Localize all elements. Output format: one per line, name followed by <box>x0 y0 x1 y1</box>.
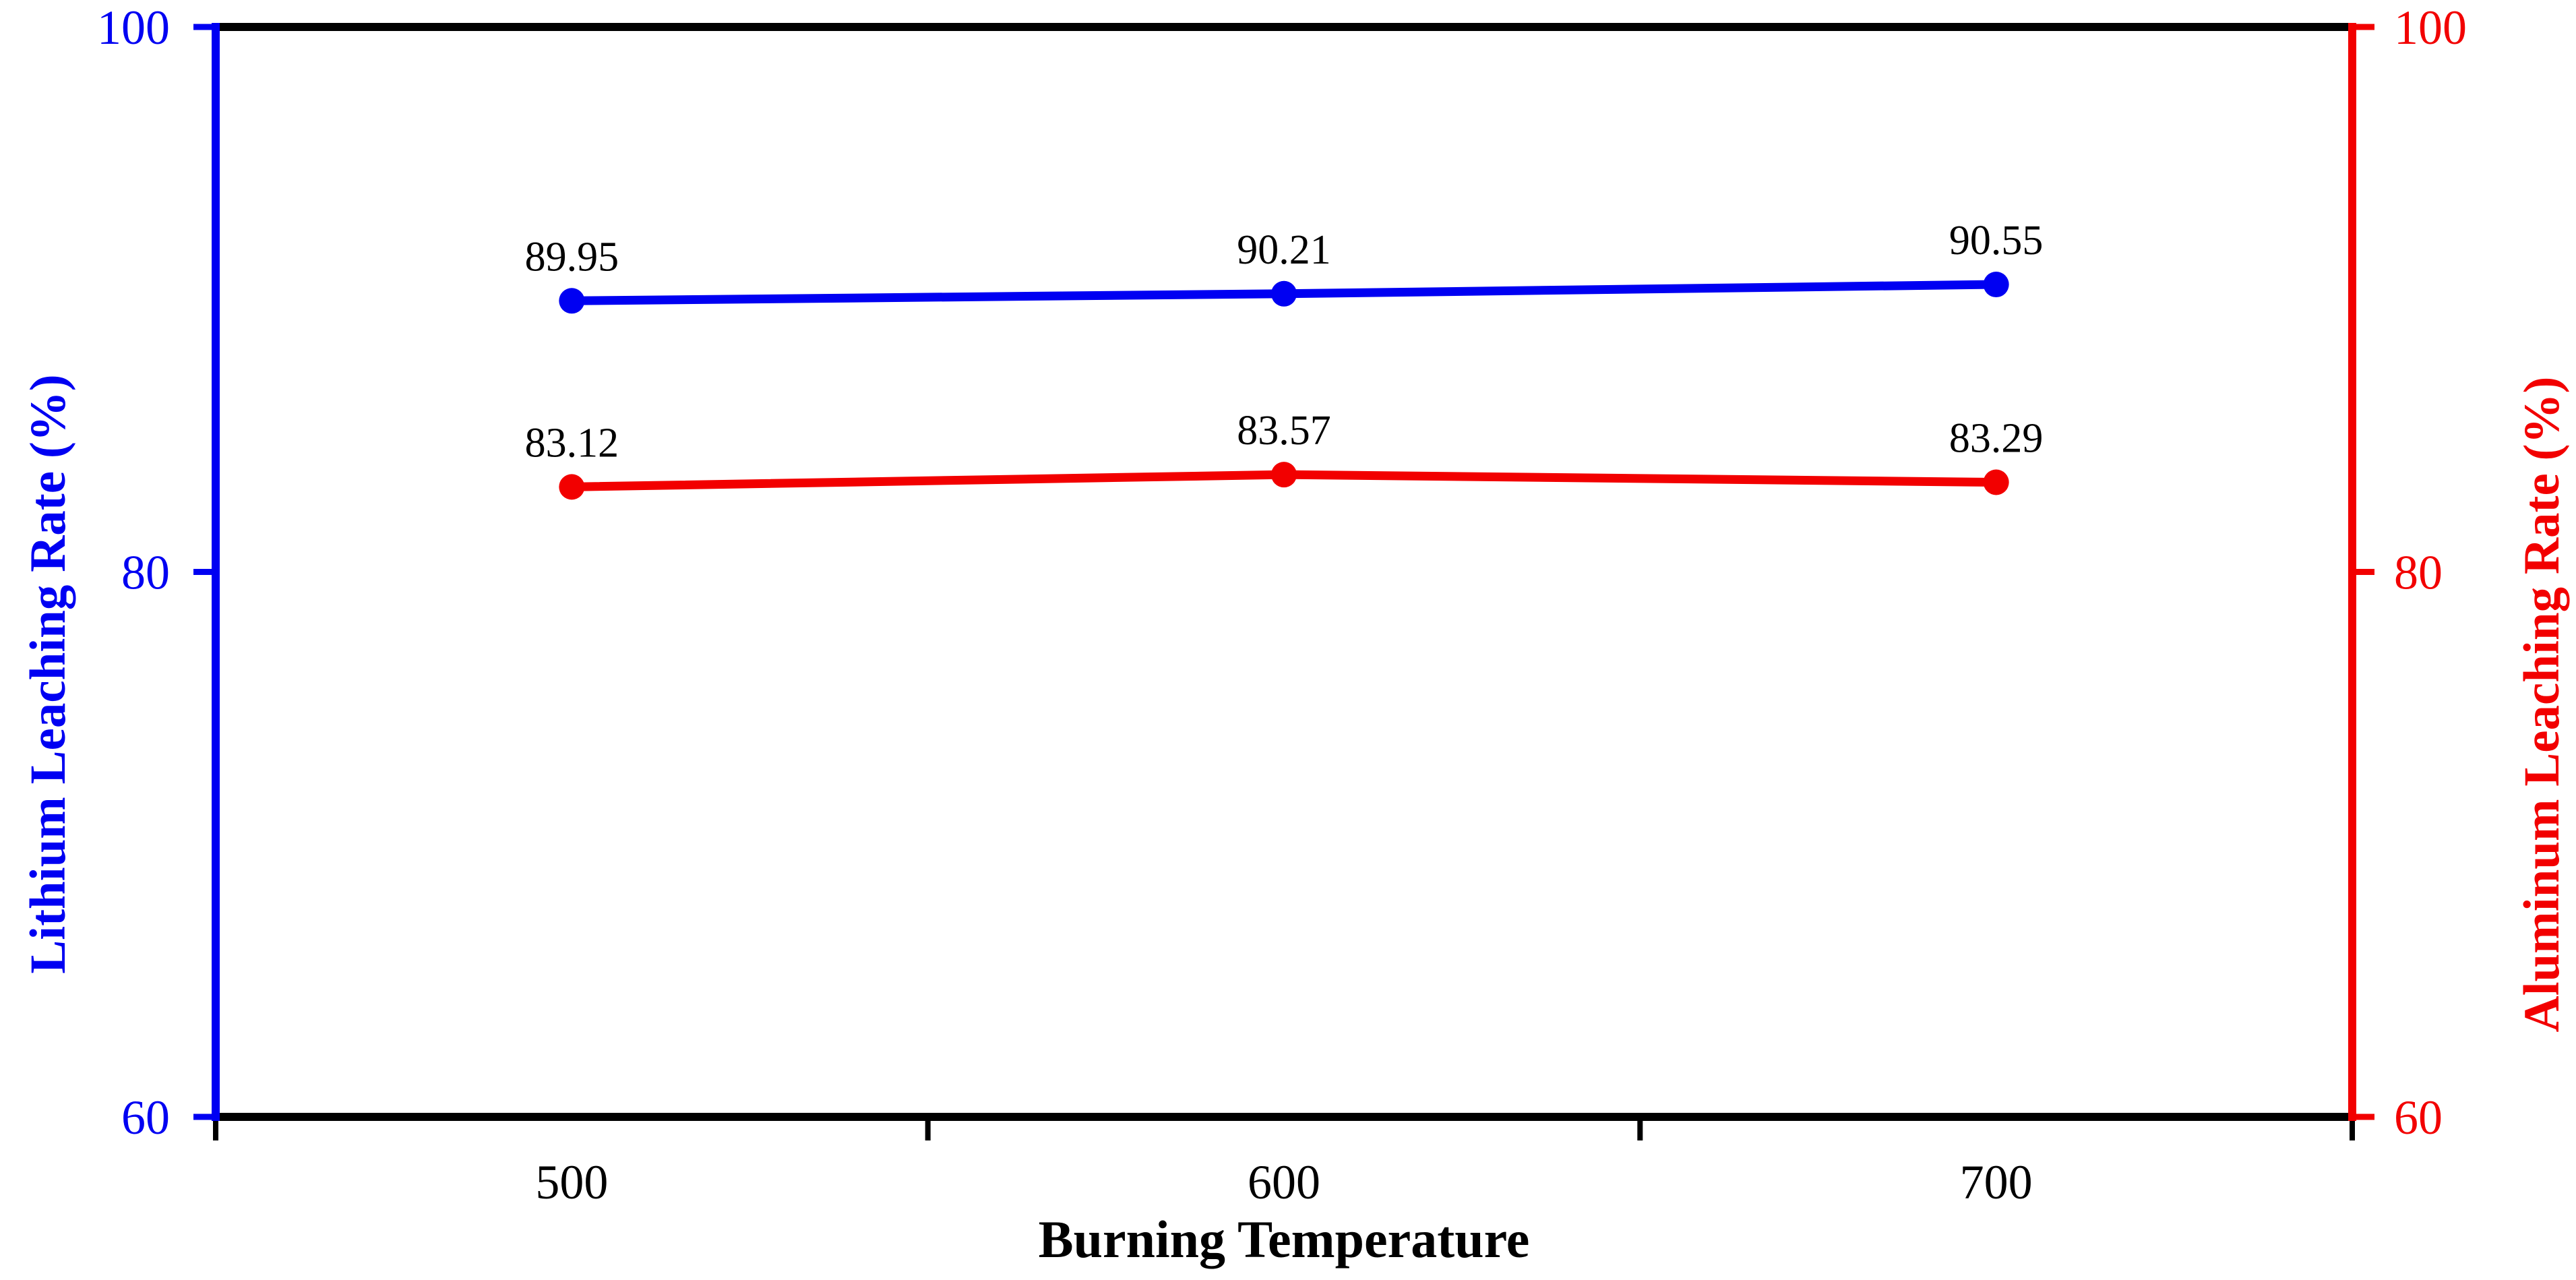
left-axis-tick-label: 100 <box>97 1 170 55</box>
x-axis-tick-label: 600 <box>1248 1155 1320 1209</box>
data-point-marker <box>1271 280 1297 307</box>
data-point-marker <box>1983 469 2009 495</box>
right-axis-tick-label: 60 <box>2394 1091 2443 1145</box>
x-axis-tick-label: 500 <box>535 1155 608 1209</box>
data-point-label: 83.12 <box>525 420 619 466</box>
data-point-marker <box>1983 272 2009 298</box>
data-point-label: 83.29 <box>1949 416 2044 462</box>
data-point-marker <box>1271 462 1297 488</box>
left-axis-tick-label: 60 <box>121 1091 170 1145</box>
x-axis-tick-label: 700 <box>1960 1155 2033 1209</box>
left-y-axis-title: Lithium Leaching Rate (%) <box>20 374 76 974</box>
left-axis-tick-label: 80 <box>121 546 170 600</box>
right-axis-tick-label: 80 <box>2394 546 2443 600</box>
data-point-label: 89.95 <box>525 234 619 280</box>
data-point-label: 83.57 <box>1237 408 1331 454</box>
right-y-axis-title: Aluminum Leaching Rate (%) <box>2514 376 2570 1033</box>
x-axis-title: Burning Temperature <box>1038 1210 1530 1269</box>
data-point-marker <box>559 288 585 314</box>
data-point-label: 90.55 <box>1949 218 2044 264</box>
data-point-label: 90.21 <box>1237 227 1331 273</box>
data-point-marker <box>559 474 585 500</box>
right-axis-tick-label: 100 <box>2394 1 2467 55</box>
